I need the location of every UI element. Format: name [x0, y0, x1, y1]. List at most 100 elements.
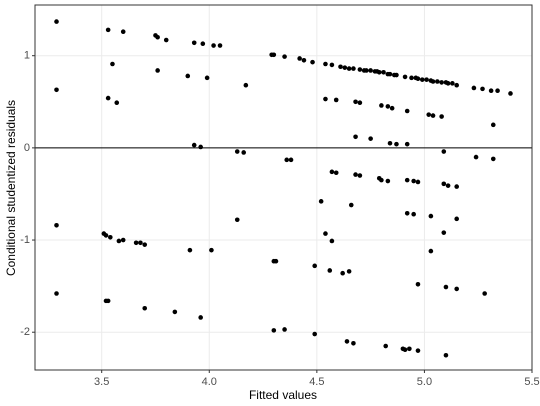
- point: [209, 247, 214, 253]
- point: [282, 327, 287, 332]
- point: [172, 309, 178, 315]
- y-tick-label: 1: [24, 50, 30, 62]
- point: [357, 173, 363, 178]
- point: [54, 19, 59, 24]
- y-axis-title: Conditional studentized residuals: [4, 100, 18, 276]
- point: [323, 96, 328, 102]
- point: [301, 58, 307, 63]
- point: [353, 134, 358, 140]
- point: [120, 237, 126, 243]
- point: [333, 97, 339, 103]
- point: [348, 202, 354, 208]
- point: [198, 315, 203, 320]
- point: [488, 88, 494, 94]
- point: [323, 61, 328, 67]
- point: [243, 82, 249, 88]
- point: [312, 263, 317, 269]
- point: [198, 144, 203, 150]
- point: [443, 352, 449, 358]
- point: [424, 77, 429, 82]
- point: [490, 122, 496, 128]
- point: [490, 156, 496, 162]
- point: [357, 67, 363, 72]
- point: [441, 230, 447, 235]
- point: [323, 231, 328, 236]
- point: [234, 217, 240, 223]
- point: [155, 34, 160, 40]
- point: [110, 61, 115, 67]
- point: [379, 103, 384, 108]
- point: [114, 100, 120, 106]
- x-axis-title: Fitted values: [249, 388, 317, 402]
- panel-border: [34, 4, 533, 371]
- point: [329, 169, 335, 175]
- point: [241, 150, 246, 155]
- point: [271, 52, 277, 58]
- point: [327, 268, 333, 273]
- point: [445, 183, 451, 188]
- point: [163, 37, 169, 43]
- point: [454, 286, 459, 292]
- point: [404, 141, 410, 147]
- point: [204, 75, 210, 81]
- point: [133, 240, 139, 246]
- point: [312, 331, 317, 337]
- point: [415, 179, 421, 185]
- point: [340, 270, 345, 276]
- point: [211, 43, 216, 48]
- point: [411, 178, 416, 184]
- point: [342, 65, 348, 70]
- point: [54, 222, 59, 228]
- point: [54, 87, 59, 93]
- point: [404, 108, 410, 114]
- point: [105, 27, 111, 33]
- point: [387, 140, 393, 146]
- point: [441, 149, 447, 154]
- point: [445, 81, 451, 86]
- point: [508, 91, 513, 96]
- point: [381, 69, 386, 75]
- point: [428, 248, 434, 254]
- point: [191, 142, 197, 148]
- point: [419, 77, 425, 82]
- point: [404, 211, 410, 216]
- point: [191, 40, 197, 46]
- x-tick-label: 4.0: [202, 376, 217, 388]
- point: [450, 81, 455, 86]
- point: [364, 68, 369, 73]
- point: [103, 233, 109, 238]
- point: [200, 41, 206, 47]
- point: [368, 136, 373, 141]
- point: [297, 56, 302, 61]
- point: [402, 347, 408, 353]
- point: [120, 29, 126, 35]
- point: [473, 154, 479, 160]
- point: [116, 238, 122, 244]
- point: [346, 66, 352, 71]
- point: [368, 68, 373, 73]
- point: [234, 149, 240, 154]
- point: [273, 258, 279, 264]
- point: [439, 114, 444, 119]
- point: [426, 112, 432, 117]
- y-tick-label: -2: [20, 326, 30, 338]
- point: [155, 68, 160, 73]
- point: [379, 177, 384, 183]
- point: [482, 291, 487, 296]
- point: [284, 157, 290, 163]
- point: [471, 85, 477, 91]
- point: [138, 240, 143, 246]
- x-tick-label: 5.0: [417, 376, 432, 388]
- point: [480, 86, 485, 92]
- point: [415, 281, 421, 287]
- point: [333, 170, 339, 176]
- x-tick-label: 3.5: [94, 376, 109, 388]
- point: [346, 269, 352, 274]
- point: [353, 99, 358, 105]
- point: [404, 177, 410, 183]
- point: [394, 141, 399, 147]
- point: [142, 242, 148, 247]
- point: [415, 76, 421, 82]
